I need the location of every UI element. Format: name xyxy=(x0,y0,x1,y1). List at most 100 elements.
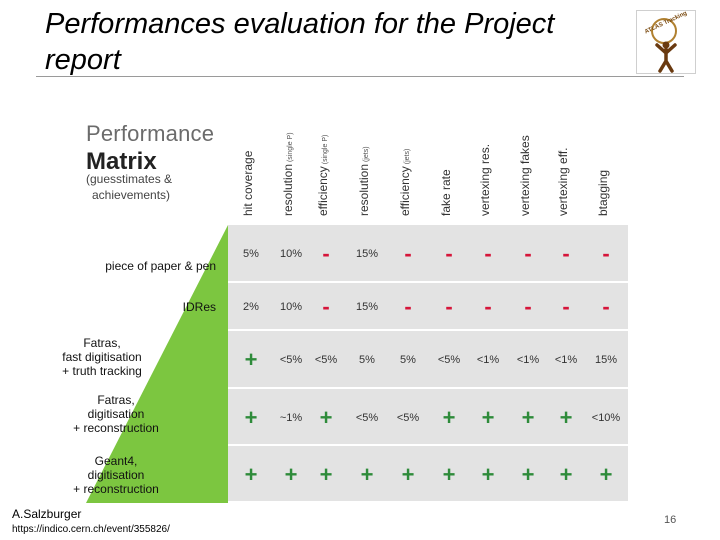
cell-value: <5% xyxy=(437,354,461,366)
not-available-marker: - xyxy=(404,294,412,319)
cell-value: <5% xyxy=(314,354,338,366)
cell-value: 2% xyxy=(243,301,259,313)
not-available-marker: - xyxy=(322,241,330,266)
not-available-marker: - xyxy=(562,241,570,266)
column-header: btagging xyxy=(596,170,610,216)
column-header-label: vertexing fakes xyxy=(518,135,532,216)
column-header-sub: (jets) xyxy=(404,148,411,167)
cell-value: <1% xyxy=(554,354,578,366)
column-header-label: resolution xyxy=(357,163,371,216)
cell-value: 15% xyxy=(355,301,379,313)
row-label-line: Fatras, xyxy=(97,393,135,407)
achieved-marker: + xyxy=(442,461,456,487)
matrix-row-background xyxy=(228,389,628,446)
column-header-label: btagging xyxy=(596,169,610,216)
achieved-marker: + xyxy=(559,404,573,430)
cell-value: 15% xyxy=(594,354,618,366)
cell-value: <10% xyxy=(591,411,621,424)
not-available-marker: - xyxy=(322,294,330,319)
achieved-marker: + xyxy=(559,461,573,487)
matrix-subtitle-line-1: (guesstimates & xyxy=(86,172,173,186)
matrix-label: Matrix xyxy=(86,148,157,175)
row-label-line: digitisation xyxy=(87,407,145,421)
cell-value: ~1% xyxy=(279,411,303,424)
not-available-marker: - xyxy=(404,241,412,266)
column-header: vertexing fakes xyxy=(518,135,532,216)
cell-value: <5% xyxy=(396,411,420,424)
achieved-marker: + xyxy=(401,461,415,487)
achieved-marker: + xyxy=(244,347,258,372)
achieved-marker: + xyxy=(319,404,333,430)
row-label-line: + truth tracking xyxy=(62,364,142,378)
cell-value: <1% xyxy=(516,354,540,366)
matrix-subtitle-line-2: achievements) xyxy=(92,188,171,202)
row-label-line: IDRes xyxy=(182,300,216,314)
cell-value: <5% xyxy=(355,411,379,424)
column-header: hit coverage xyxy=(241,151,255,216)
cell-value: 10% xyxy=(279,301,303,313)
not-available-marker: - xyxy=(602,294,610,319)
achieved-marker: + xyxy=(244,404,258,430)
title-underline xyxy=(36,76,684,77)
row-label: Fatras, digitisation + reconstruction xyxy=(16,393,216,435)
row-label-line: + reconstruction xyxy=(73,482,159,496)
column-header-label: vertexing eff. xyxy=(556,147,570,216)
cell-value: <5% xyxy=(279,354,303,366)
matrix-row-background xyxy=(228,331,628,389)
achieved-marker: + xyxy=(360,461,374,487)
matrix-row-background xyxy=(228,446,628,503)
achieved-marker: + xyxy=(521,461,535,487)
not-available-marker: - xyxy=(562,294,570,319)
row-label: IDRes xyxy=(16,300,216,314)
row-label: Fatras, fast digitisation + truth tracking xyxy=(2,336,202,378)
column-header: efficiency (jets) xyxy=(398,149,412,216)
not-available-marker: - xyxy=(445,294,453,319)
column-header-label: resolution xyxy=(281,163,295,216)
achieved-marker: + xyxy=(319,461,333,487)
not-available-marker: - xyxy=(524,241,532,266)
column-header-sub: (jets) xyxy=(363,146,370,164)
atlas-tracking-logo: ATLAS Tracking xyxy=(636,10,696,74)
cell-value: 5% xyxy=(400,354,416,366)
column-header-label: efficiency xyxy=(316,166,330,216)
page-number: 16 xyxy=(664,514,677,526)
row-label: piece of paper & pen xyxy=(16,259,216,273)
column-header-label: efficiency xyxy=(398,166,412,216)
row-label: Geant4, digitisation + reconstruction xyxy=(16,454,216,496)
not-available-marker: - xyxy=(602,241,610,266)
row-label-line: fast digitisation xyxy=(62,350,142,364)
row-label-line: Geant4, xyxy=(94,454,138,468)
achieved-marker: + xyxy=(442,404,456,430)
achieved-marker: + xyxy=(481,404,495,430)
author: A.Salzburger xyxy=(12,507,82,521)
achieved-marker: + xyxy=(481,461,495,487)
column-header: resolution (jets) xyxy=(357,146,371,216)
column-header-label: hit coverage xyxy=(241,150,255,216)
column-header-label: fake rate xyxy=(439,169,453,216)
cell-value: 10% xyxy=(279,248,303,260)
column-header: efficiency (single P) xyxy=(316,135,330,216)
row-label-line: digitisation xyxy=(87,468,145,482)
slide-title: Performances evaluation for the Project … xyxy=(45,8,555,76)
achieved-marker: + xyxy=(244,461,258,487)
achieved-marker: + xyxy=(284,461,298,487)
not-available-marker: - xyxy=(484,241,492,266)
not-available-marker: - xyxy=(524,294,532,319)
column-header-sub: (single P) xyxy=(287,132,294,164)
matrix-row-background xyxy=(228,225,628,283)
column-header-sub: (single P) xyxy=(322,134,329,167)
cell-value: 5% xyxy=(243,248,259,260)
row-label-line: piece of paper & pen xyxy=(105,259,216,273)
matrix-row-background xyxy=(228,283,628,331)
not-available-marker: - xyxy=(484,294,492,319)
column-header-label: vertexing res. xyxy=(478,143,492,216)
performance-label: Performance xyxy=(86,121,215,146)
column-header: fake rate xyxy=(439,169,453,216)
cell-value: 5% xyxy=(359,354,375,366)
column-header: vertexing eff. xyxy=(556,148,570,216)
achieved-marker: + xyxy=(521,404,535,430)
atlas-figure-icon xyxy=(651,18,677,73)
cell-value: <1% xyxy=(476,354,500,366)
row-label-line: + reconstruction xyxy=(73,421,159,435)
